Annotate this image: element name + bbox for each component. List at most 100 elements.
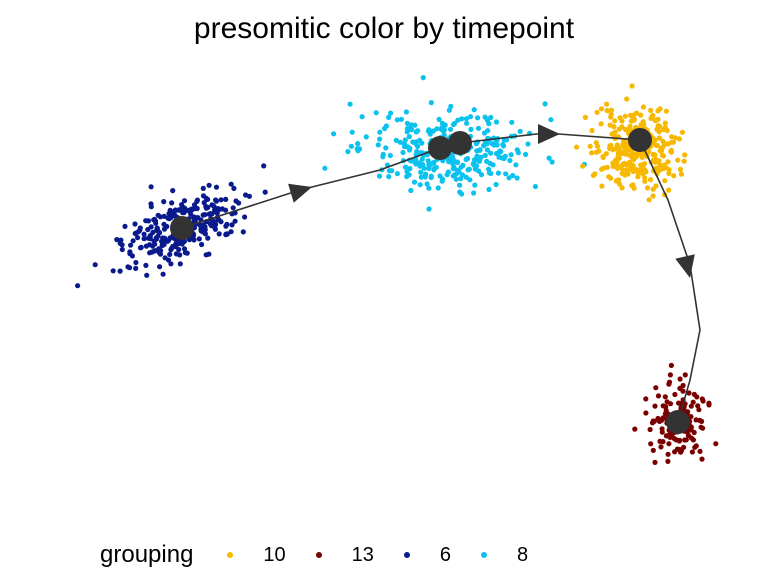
point-group-10 <box>608 111 614 117</box>
point-group-10 <box>653 156 659 162</box>
point-group-8 <box>386 114 392 120</box>
point-group-6 <box>196 236 202 242</box>
point-group-10 <box>604 101 610 107</box>
point-group-13 <box>662 394 668 400</box>
point-group-10 <box>604 164 610 170</box>
point-group-10 <box>593 149 599 155</box>
point-group-8 <box>495 170 501 176</box>
point-group-6 <box>92 262 98 268</box>
point-group-10 <box>611 124 617 130</box>
point-group-13 <box>692 444 698 450</box>
point-group-10 <box>678 171 685 177</box>
point-group-8 <box>509 119 515 125</box>
point-group-8 <box>363 134 369 140</box>
point-group-6 <box>127 265 133 271</box>
point-group-13 <box>676 400 682 406</box>
point-group-6 <box>181 198 188 204</box>
point-group-6 <box>167 251 173 257</box>
point-group-8 <box>402 164 409 170</box>
point-group-13 <box>674 446 681 452</box>
point-group-8 <box>428 174 434 181</box>
point-group-8 <box>475 115 481 121</box>
point-group-6 <box>229 222 235 228</box>
trajectory-layer <box>170 124 701 434</box>
point-group-8 <box>488 150 494 156</box>
point-group-10 <box>629 183 635 189</box>
legend-swatch <box>315 552 322 558</box>
point-group-6 <box>188 211 194 217</box>
point-group-8 <box>430 128 436 134</box>
point-group-8 <box>446 107 452 113</box>
point-group-10 <box>640 171 646 177</box>
point-group-8 <box>404 169 410 175</box>
point-group-8 <box>415 143 421 149</box>
point-group-8 <box>546 155 552 161</box>
point-group-6 <box>206 251 212 257</box>
point-group-13 <box>663 404 669 410</box>
point-group-6 <box>261 163 267 169</box>
trajectory-node <box>428 136 452 160</box>
point-group-10 <box>645 185 651 191</box>
point-group-13 <box>655 415 661 422</box>
legend-swatch <box>403 552 410 558</box>
points-layer <box>75 75 719 465</box>
point-group-10 <box>607 145 613 152</box>
trajectory-node <box>628 128 652 152</box>
point-group-8 <box>375 142 381 148</box>
point-group-8 <box>415 128 421 134</box>
point-group-10 <box>616 177 622 183</box>
point-group-8 <box>484 158 490 164</box>
point-group-10 <box>666 170 672 177</box>
point-group-6 <box>165 215 171 221</box>
point-group-8 <box>484 141 490 147</box>
legend-label: 8 <box>517 543 529 566</box>
point-group-13 <box>658 444 664 450</box>
point-group-8 <box>455 117 461 123</box>
point-group-6 <box>212 219 218 225</box>
point-group-10 <box>593 140 599 146</box>
point-group-8 <box>426 127 432 133</box>
point-group-13 <box>706 400 712 406</box>
point-group-8 <box>523 151 529 157</box>
point-group-6 <box>262 189 268 195</box>
point-group-10 <box>619 124 625 130</box>
point-group-6 <box>132 221 138 227</box>
point-group-13 <box>695 403 701 409</box>
point-group-6 <box>168 261 174 267</box>
point-group-10 <box>599 183 605 189</box>
point-group-13 <box>677 376 683 382</box>
point-group-6 <box>141 231 147 237</box>
point-group-8 <box>439 178 445 184</box>
point-group-10 <box>623 140 629 146</box>
point-group-6 <box>151 216 158 222</box>
point-group-8 <box>458 176 464 182</box>
point-group-8 <box>419 140 425 146</box>
trajectory-line <box>181 132 701 423</box>
point-group-8 <box>467 177 473 183</box>
point-group-13 <box>680 382 686 389</box>
point-group-6 <box>161 199 167 205</box>
point-group-6 <box>242 214 248 220</box>
point-group-6 <box>223 223 229 229</box>
point-group-10 <box>608 175 614 181</box>
point-group-10 <box>675 157 681 163</box>
point-group-6 <box>119 242 125 248</box>
point-group-13 <box>699 418 705 424</box>
point-group-8 <box>441 132 447 138</box>
point-group-8 <box>459 191 465 197</box>
point-group-8 <box>458 164 464 170</box>
point-group-10 <box>600 154 606 160</box>
point-group-10 <box>663 108 669 114</box>
point-group-10 <box>630 168 636 174</box>
point-group-6 <box>181 238 187 244</box>
point-group-8 <box>424 181 430 187</box>
point-group-10 <box>598 106 605 112</box>
point-group-10 <box>661 162 667 168</box>
point-group-13 <box>664 399 670 405</box>
point-group-6 <box>153 235 159 241</box>
point-group-8 <box>488 114 494 121</box>
point-group-10 <box>656 135 663 141</box>
point-group-8 <box>403 109 409 115</box>
point-group-8 <box>383 145 389 151</box>
